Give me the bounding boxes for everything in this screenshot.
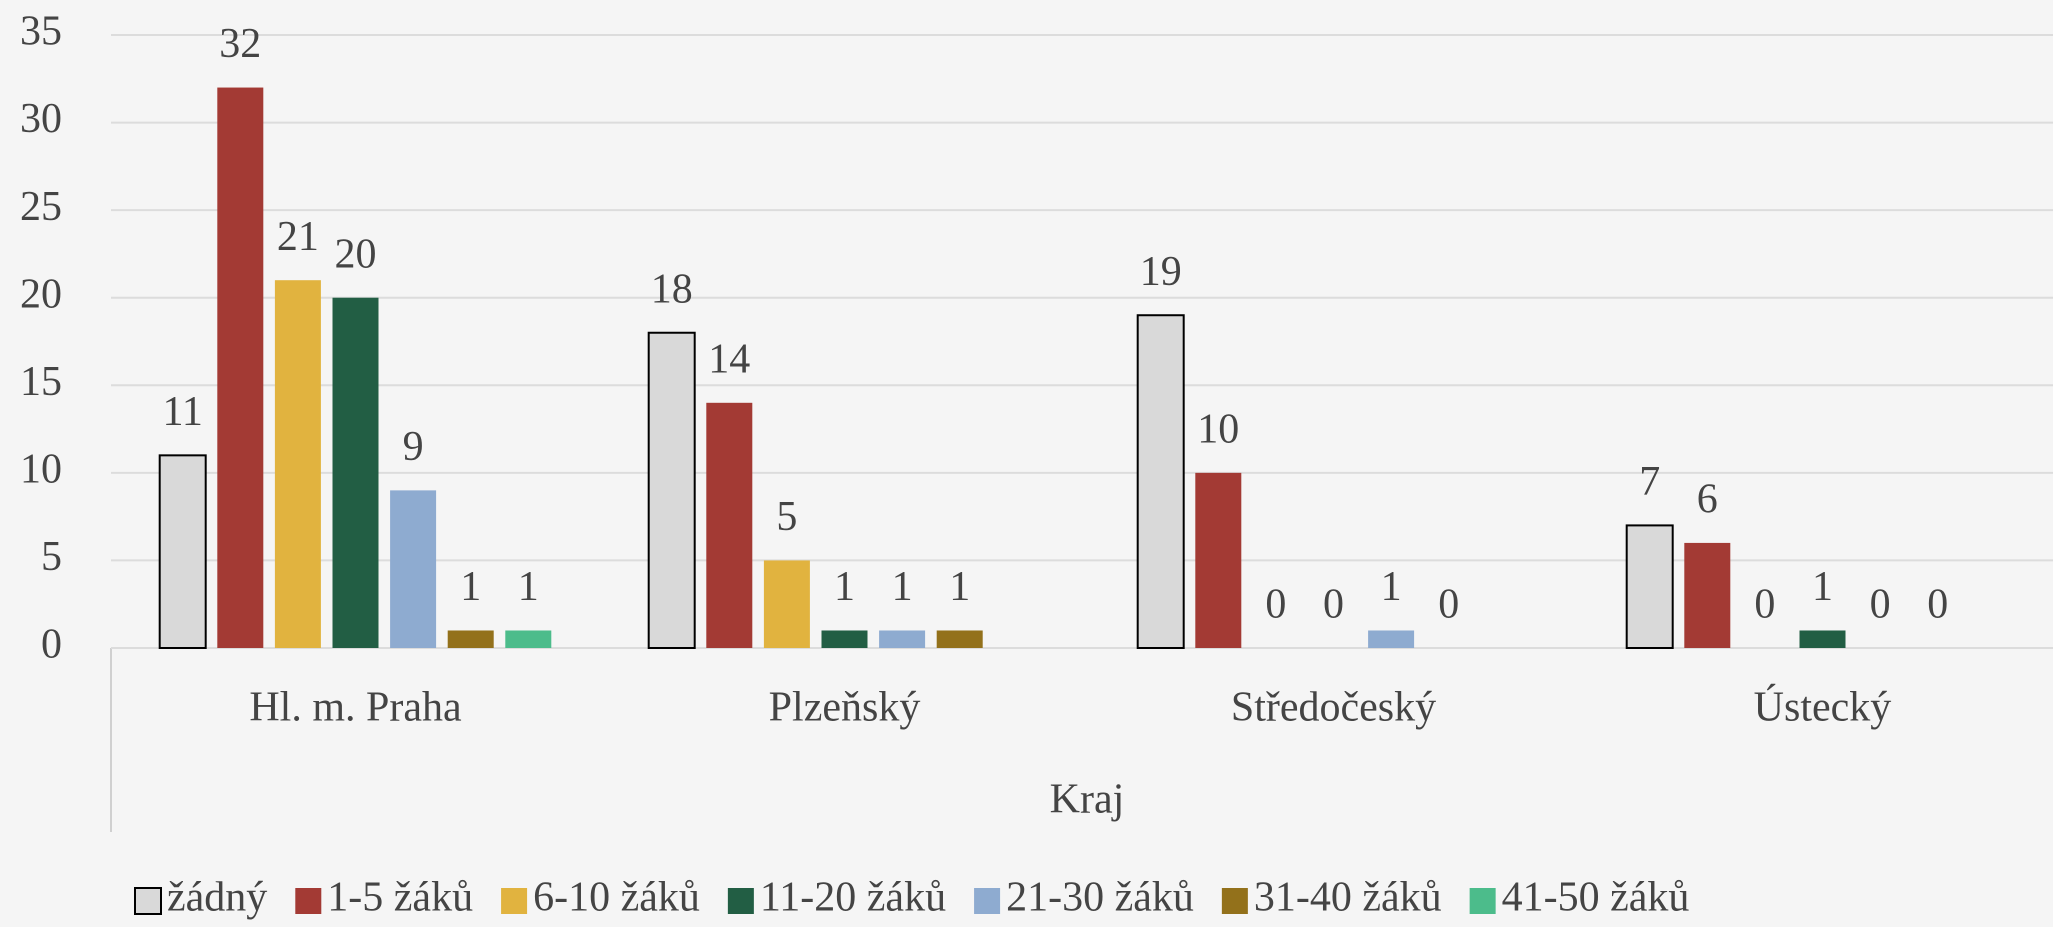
y-tick-label: 0 xyxy=(41,622,62,668)
legend-swatch xyxy=(1469,888,1496,914)
y-tick-label: 20 xyxy=(20,271,62,317)
data-label: 1 xyxy=(460,564,481,610)
x-tick-label: Hl. m. Praha xyxy=(249,685,462,731)
y-tick-label: 15 xyxy=(20,359,62,405)
legend-swatch xyxy=(134,887,162,915)
data-label: 9 xyxy=(403,424,424,470)
y-tick-label: 30 xyxy=(20,96,62,142)
bar xyxy=(390,490,437,648)
bar xyxy=(936,630,983,648)
bar xyxy=(274,280,321,648)
legend-label: 41-50 žáků xyxy=(1502,875,1690,921)
legend-label: žádný xyxy=(167,875,267,921)
bar xyxy=(706,402,753,648)
data-label: 19 xyxy=(1140,249,1182,295)
data-label: 11 xyxy=(162,389,202,435)
data-label: 1 xyxy=(518,564,539,610)
data-label: 7 xyxy=(1639,459,1660,505)
data-label: 18 xyxy=(651,266,693,312)
bar xyxy=(332,297,379,648)
data-label: 14 xyxy=(708,336,750,382)
legend-swatch xyxy=(1221,888,1248,914)
data-label: 0 xyxy=(1927,582,1948,628)
legend-label: 11-20 žáků xyxy=(760,875,946,921)
y-tick-label: 25 xyxy=(20,184,62,230)
bar xyxy=(1136,314,1185,649)
x-tick-label: Středočeský xyxy=(1231,685,1436,731)
data-label: 21 xyxy=(277,214,319,260)
bar xyxy=(1195,472,1242,648)
data-label: 20 xyxy=(335,231,377,277)
bar xyxy=(1625,524,1674,650)
bar xyxy=(821,630,868,648)
data-label: 1 xyxy=(892,564,913,610)
legend-swatch xyxy=(974,888,1001,914)
bar xyxy=(1799,630,1846,648)
x-axis-title: Kraj xyxy=(1050,777,1125,823)
data-label: 6 xyxy=(1697,477,1718,523)
bar xyxy=(1368,630,1415,648)
legend-swatch xyxy=(727,888,754,914)
legend-label: 31-40 žáků xyxy=(1254,875,1442,921)
data-label: 1 xyxy=(834,564,855,610)
data-label: 0 xyxy=(1438,582,1459,628)
legend-swatch xyxy=(295,888,322,914)
data-label: 1 xyxy=(1381,564,1402,610)
bar xyxy=(647,331,696,649)
data-label: 5 xyxy=(776,494,797,540)
bar xyxy=(763,560,810,648)
data-label: 0 xyxy=(1754,582,1775,628)
bar xyxy=(879,630,926,648)
legend-label: 21-30 žáků xyxy=(1006,875,1194,921)
bar xyxy=(447,630,494,648)
data-label: 1 xyxy=(1812,564,1833,610)
x-tick-label: Plzeňský xyxy=(769,685,921,731)
y-tick-label: 10 xyxy=(20,446,62,492)
x-tick-label: Ústecký xyxy=(1754,684,1892,731)
data-label: 0 xyxy=(1323,582,1344,628)
bar xyxy=(158,454,207,650)
bar xyxy=(505,630,552,648)
legend-swatch xyxy=(501,888,528,914)
data-label: 0 xyxy=(1265,582,1286,628)
data-label: 1 xyxy=(949,564,970,610)
legend-label: 1-5 žáků xyxy=(327,875,473,921)
y-tick-label: 35 xyxy=(20,9,62,55)
y-tick-label: 5 xyxy=(41,534,62,580)
bar xyxy=(1684,542,1731,648)
bar xyxy=(217,87,264,649)
legend-label: 6-10 žáků xyxy=(533,875,700,921)
data-label: 0 xyxy=(1870,582,1891,628)
data-label: 10 xyxy=(1197,406,1239,452)
data-label: 32 xyxy=(219,21,261,67)
